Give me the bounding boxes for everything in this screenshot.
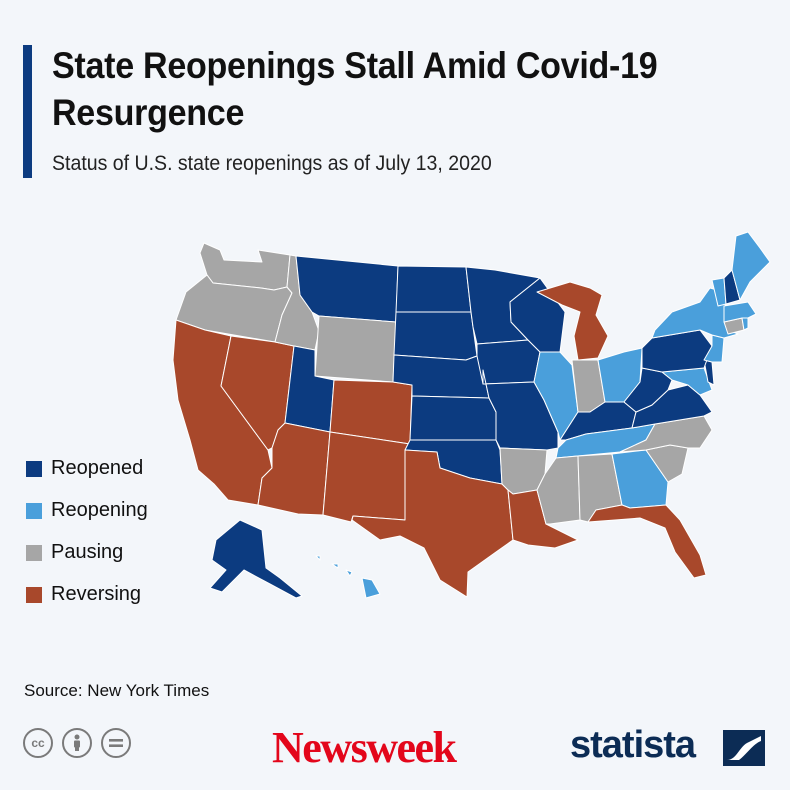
state-north-dakota — [395, 265, 472, 313]
state-south-dakota — [393, 311, 478, 361]
state-florida — [587, 504, 707, 579]
state-iowa — [476, 339, 541, 385]
state-maine — [731, 231, 771, 301]
no-derivatives-icon[interactable] — [101, 728, 131, 758]
license-icons: cc — [23, 728, 140, 758]
state-texas — [351, 449, 514, 598]
state-massachusetts — [723, 301, 757, 323]
map-legend: Reopened Reopening Pausing Reversing — [26, 457, 148, 626]
source-note: Source: New York Times — [24, 681, 210, 700]
state-idaho — [274, 254, 320, 351]
legend-label-reopened: Reopened — [51, 457, 144, 479]
chart-title: State Reopenings Stall Amid Covid-19 Res… — [52, 45, 658, 133]
state-hawaii — [315, 555, 381, 599]
attribution-icon[interactable] — [62, 728, 92, 758]
newsweek-logo[interactable]: Newsweek — [272, 723, 457, 772]
state-new-mexico — [322, 431, 411, 523]
statista-mark-icon — [723, 730, 765, 766]
legend-label-pausing: Pausing — [51, 541, 124, 563]
legend-swatch-pausing — [26, 544, 42, 561]
legend-item-reversing: Reversing — [26, 583, 148, 605]
chart-subtitle: Status of U.S. state reopenings as of Ju… — [52, 152, 492, 175]
legend-swatch-reversing — [26, 586, 42, 603]
creative-commons-icon[interactable]: cc — [23, 728, 53, 758]
legend-item-reopening: Reopening — [26, 499, 148, 521]
legend-item-pausing: Pausing — [26, 541, 148, 563]
title-accent-bar — [23, 45, 32, 178]
state-michigan — [536, 281, 609, 361]
legend-label-reversing: Reversing — [51, 583, 142, 605]
state-alaska — [209, 519, 303, 599]
statista-logo[interactable]: statista — [570, 724, 696, 766]
legend-swatch-reopened — [26, 460, 42, 477]
state-north-carolina — [619, 415, 713, 453]
state-kansas — [409, 395, 497, 441]
state-mississippi — [536, 455, 581, 525]
state-wyoming — [314, 315, 397, 383]
legend-label-reopening: Reopening — [51, 499, 148, 521]
legend-swatch-reopening — [26, 502, 42, 519]
legend-item-reopened: Reopened — [26, 457, 148, 479]
